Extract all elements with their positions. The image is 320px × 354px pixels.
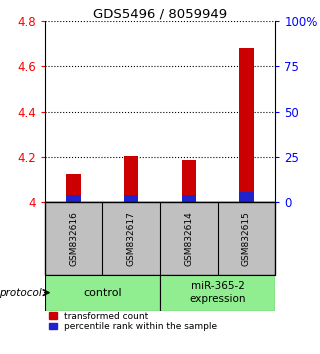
Bar xyxy=(181,195,196,202)
FancyBboxPatch shape xyxy=(45,275,160,311)
Bar xyxy=(124,195,138,202)
FancyBboxPatch shape xyxy=(45,202,275,275)
Legend: transformed count, percentile rank within the sample: transformed count, percentile rank withi… xyxy=(49,312,217,331)
Bar xyxy=(67,174,81,202)
Bar xyxy=(67,195,81,202)
Text: GSM832616: GSM832616 xyxy=(69,211,78,266)
Text: miR-365-2
expression: miR-365-2 expression xyxy=(189,281,246,304)
Bar xyxy=(124,156,138,202)
Bar xyxy=(239,192,253,202)
Text: control: control xyxy=(83,288,122,298)
Text: protocol: protocol xyxy=(0,288,42,298)
Bar xyxy=(181,160,196,202)
FancyBboxPatch shape xyxy=(160,275,275,311)
Text: GSM832617: GSM832617 xyxy=(127,211,136,266)
Bar xyxy=(239,48,253,202)
Text: GSM832615: GSM832615 xyxy=(242,211,251,266)
Title: GDS5496 / 8059949: GDS5496 / 8059949 xyxy=(93,7,227,20)
Text: GSM832614: GSM832614 xyxy=(184,211,193,266)
